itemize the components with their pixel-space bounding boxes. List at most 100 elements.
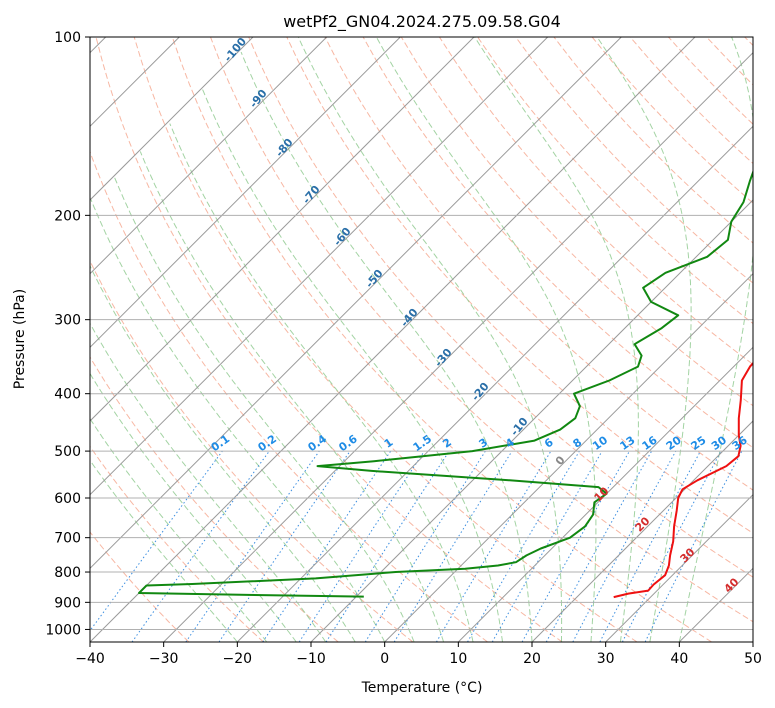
dry-adiabat-label: -10 <box>508 415 531 439</box>
dewpoint-profile <box>138 169 753 598</box>
moist-adiabat-line <box>596 37 692 642</box>
dry-adiabat-line <box>515 37 753 284</box>
dry-adiabat-label: -30 <box>432 346 455 370</box>
y-tick-label: 200 <box>54 208 81 224</box>
dry-adiabat-line <box>90 531 190 642</box>
y-tick-label: 400 <box>54 387 81 403</box>
moist-adiabat-line <box>139 151 445 642</box>
mixing-ratio-line <box>572 450 677 642</box>
moist-adiabat-line <box>90 459 238 642</box>
dry-adiabat-line <box>400 37 753 407</box>
y-tick-label: 700 <box>54 531 81 547</box>
temperature-profile <box>613 361 753 599</box>
mixing-ratio-line <box>90 450 223 632</box>
mixing-ratio-label: 8 <box>571 436 585 451</box>
isotherm-line <box>90 37 549 496</box>
isotherm-line <box>752 641 753 642</box>
mixing-ratio-line <box>545 450 653 642</box>
profile-lines <box>138 169 753 599</box>
mixing-ratio-line <box>298 450 425 642</box>
isotherm-line <box>457 346 753 642</box>
mixing-ratio-label: 10 <box>590 433 610 453</box>
dry-adiabat-label: -70 <box>300 183 323 207</box>
isotherm-line <box>90 37 622 570</box>
mixing-ratio-line <box>644 450 743 642</box>
x-tick-label: 20 <box>523 651 541 667</box>
mixing-ratio-label: 13 <box>617 434 637 453</box>
y-tick-label: 1000 <box>45 622 81 638</box>
x-tick-label: 0 <box>380 651 389 667</box>
mixing-ratio-label: 1 <box>382 436 396 451</box>
isotherm-line <box>90 37 328 275</box>
x-tick-label: −10 <box>296 651 326 667</box>
mixing-ratio-label: 30 <box>709 433 729 453</box>
dry-adiabat-line <box>248 37 753 578</box>
dry-adiabat-line <box>210 37 753 623</box>
x-tick-label: −40 <box>75 651 105 667</box>
y-axis-label: Pressure (hPa) <box>12 289 28 389</box>
dry-adiabat-label: -50 <box>363 267 386 291</box>
mixing-ratio-label: 2 <box>440 436 454 451</box>
moist-adiabat-line <box>90 199 386 642</box>
x-tick-label: 40 <box>670 651 688 667</box>
moist-adiabat-line <box>474 37 639 642</box>
plot-frame <box>89 36 754 643</box>
isotherm-label: 30 <box>678 545 698 565</box>
isotherm-label: 40 <box>722 575 742 595</box>
dry-adiabat-line <box>553 37 753 244</box>
y-axis-ticks: 100 200 300 400 500 600 700 800 900 1000 <box>45 30 90 638</box>
y-tick-label: 300 <box>54 313 81 329</box>
dry-adiabat-line <box>90 259 414 642</box>
mixing-ratio-line <box>262 450 392 642</box>
mixing-ratio-label: 36 <box>730 433 750 453</box>
dry-adiabat-line <box>95 37 563 642</box>
isotherm-line <box>90 37 401 349</box>
x-tick-label: −20 <box>223 651 253 667</box>
isotherm-line <box>90 37 254 201</box>
background-lines <box>90 37 753 642</box>
x-tick-label: 50 <box>744 651 762 667</box>
dry-adiabat-line <box>477 37 753 325</box>
y-tick-label: 100 <box>54 30 81 46</box>
chart-title: wetPf2_GN04.2024.275.09.58.G04 <box>283 12 561 32</box>
dry-adiabat-line <box>744 37 753 47</box>
dry-adiabat-label: -100 <box>221 35 249 65</box>
isotherm-line <box>605 493 753 642</box>
isotherm-line <box>90 37 475 422</box>
x-axis-ticks: −40 −30 −20 −10 0 10 20 30 40 50 <box>75 642 762 667</box>
mixing-ratio-line <box>325 450 450 642</box>
isotherm-label: 20 <box>633 514 653 534</box>
mixing-ratio-line <box>218 450 351 642</box>
isotherm-line <box>90 37 696 642</box>
moist-adiabat-line <box>90 417 268 642</box>
isotherm-line <box>236 125 753 642</box>
y-tick-label: 600 <box>54 491 81 507</box>
mixing-ratio-line <box>131 450 270 642</box>
moist-adiabat-line <box>240 51 533 642</box>
x-tick-label: 30 <box>597 651 615 667</box>
isotherm-line <box>384 272 753 642</box>
isotherm-line <box>163 51 753 642</box>
dry-adiabat-line <box>171 37 712 642</box>
mixing-ratio-label: 25 <box>688 434 708 453</box>
y-tick-label: 900 <box>54 595 81 611</box>
dry-adiabat-line <box>90 356 339 642</box>
isotherm-line <box>531 420 753 642</box>
x-tick-label: 10 <box>449 651 467 667</box>
mixing-ratio-label: 6 <box>542 436 556 451</box>
moist-adiabat-line <box>90 264 356 642</box>
y-tick-label: 800 <box>54 565 81 581</box>
moist-adiabat-line <box>90 322 327 642</box>
x-axis-label: Temperature (°C) <box>361 680 483 696</box>
mixing-ratio-line <box>521 450 630 642</box>
moist-adiabat-line <box>297 37 563 642</box>
mixing-ratio-line <box>467 450 580 642</box>
dry-adiabat-line <box>90 150 488 642</box>
dry-adiabat-line <box>133 37 638 642</box>
dry-adiabat-label: -20 <box>469 380 492 404</box>
mixing-ratio-line <box>185 450 320 642</box>
line-labels: 0.1 0.2 0.4 0.6 1 1.5 2 3 4 6 8 10 13 16 20 25 30 36-100-… <box>209 35 750 596</box>
dry-adiabat-label: 0 <box>553 453 568 467</box>
grid-lines <box>90 37 753 642</box>
